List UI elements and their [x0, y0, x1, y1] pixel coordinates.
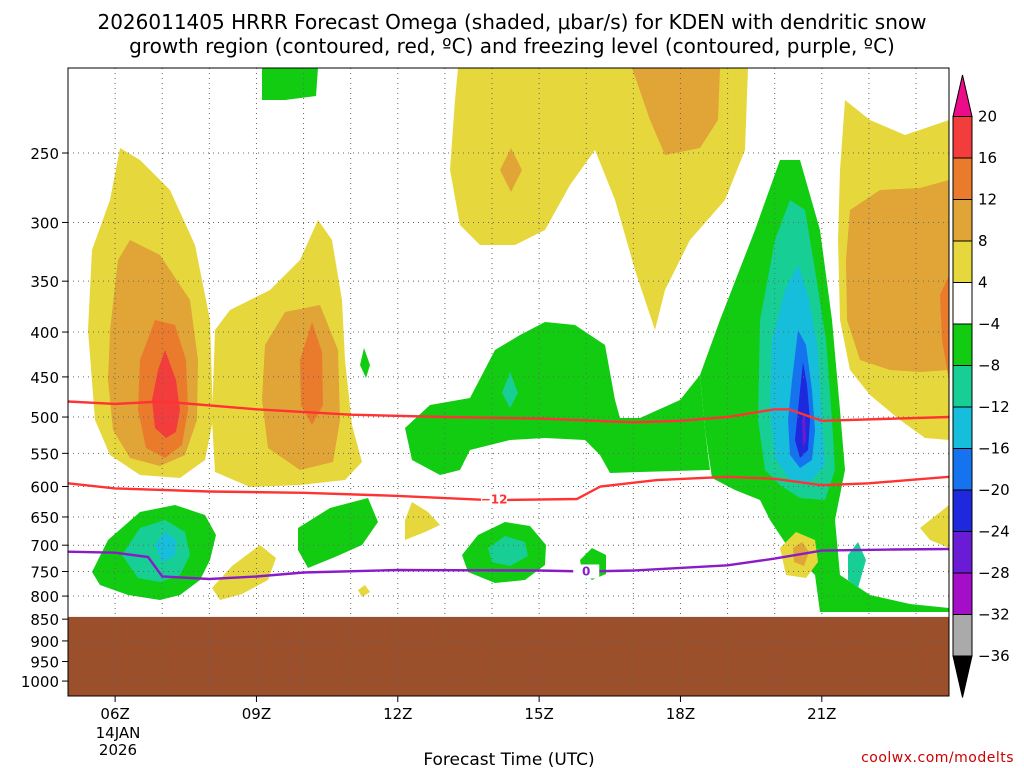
y-tick-label-550: 550 — [30, 445, 59, 463]
x-tick-label-18Z: 18Z — [666, 705, 695, 723]
omega-area-low-teal-14z — [488, 536, 528, 566]
y-tick-label-1000: 1000 — [21, 673, 59, 691]
colorbar-label-7: −12 — [978, 398, 1010, 416]
omega-area-low-green-10z — [298, 498, 378, 568]
x-tick-label-09Z: 09Z — [242, 705, 271, 723]
chart-title-line-2: growth region (contoured, red, ºC) and f… — [129, 34, 895, 58]
colorbar-label-4: 4 — [978, 274, 988, 292]
y-tick-label-800: 800 — [30, 588, 59, 606]
colorbar-label-10: −24 — [978, 523, 1010, 541]
x-tick-label-15Z: 15Z — [524, 705, 553, 723]
contour-label-bg-freezing-level — [573, 564, 600, 579]
colorbar-label-12: −32 — [978, 606, 1010, 624]
colorbar: 20 16 12 8 4 −4 −8 −12 −16 −20 −24 −28 −32 −36 — [952, 74, 1010, 698]
date-label-year: 2026 — [99, 741, 137, 759]
omega-area-small-green — [360, 348, 370, 378]
omega-area-low-yellow-09z — [212, 545, 276, 600]
colorbar-label-2: 12 — [978, 191, 997, 209]
contour-lines: −12 0 — [68, 400, 949, 581]
colorbar-swatch-13 — [952, 614, 973, 657]
omega-area-mid-green — [405, 322, 710, 475]
contour-label-freezing-level: 0 — [582, 564, 590, 578]
omega-area-right-gold — [846, 180, 949, 372]
y-tick-label-400: 400 — [30, 324, 59, 342]
y-axis: 250 300 350 400 450 500 550 600 650 700 750 800 850 9… — [21, 145, 68, 691]
x-axis-label: Forecast Time (UTC) — [423, 750, 594, 768]
contour-dgz-upper — [68, 400, 949, 424]
omega-area-upper-gold — [632, 68, 720, 155]
colorbar-swatch-10 — [952, 489, 973, 532]
omega-area-06z-red — [152, 350, 180, 438]
colorbar-swatch-2 — [952, 157, 973, 200]
colorbar-swatch-7 — [952, 365, 973, 408]
omega-area-right-orange — [940, 275, 949, 380]
contour-dgz-lower — [68, 475, 949, 502]
colorbar-label-13: −36 — [978, 647, 1010, 665]
colorbar-swatch-12 — [952, 572, 973, 615]
omega-area-low-teal-21z — [848, 542, 866, 588]
omega-area-20z-purple — [802, 415, 806, 448]
omega-area-mid-teal — [502, 372, 518, 408]
colorbar-label-6: −8 — [978, 357, 1000, 375]
y-tick-label-750: 750 — [30, 563, 59, 581]
y-tick-label-600: 600 — [30, 478, 59, 496]
omega-area-low-cyan-06z — [155, 532, 176, 562]
colorbar-swatch-5 — [952, 282, 973, 325]
colorbar-label-0: 20 — [978, 108, 997, 126]
colorbar-swatch-9 — [952, 448, 973, 491]
omega-area-top-green — [262, 68, 318, 100]
omega-area-low-yellow-dot — [358, 585, 370, 597]
colorbar-swatch-6 — [952, 323, 973, 366]
omega-shading — [68, 68, 949, 696]
y-tick-label-900: 900 — [30, 633, 59, 651]
y-tick-label-850: 850 — [30, 611, 59, 629]
x-tick-label-12Z: 12Z — [383, 705, 412, 723]
colorbar-swatch-11 — [952, 531, 973, 574]
x-axis: 06Z 09Z 12Z 15Z 18Z 21Z — [100, 696, 836, 723]
y-tick-label-250: 250 — [30, 145, 59, 163]
omega-area-upper-gold-small — [500, 148, 522, 192]
omega-area-20z-darkblue — [795, 362, 810, 458]
y-tick-label-350: 350 — [30, 273, 59, 291]
omega-area-09z-orange — [300, 322, 323, 425]
y-tick-label-700: 700 — [30, 537, 59, 555]
y-tick-label-500: 500 — [30, 409, 59, 427]
omega-area-low-yellow-12z — [405, 502, 440, 540]
credit-text: coolwx.com/modelts — [861, 750, 1014, 766]
colorbar-label-5: −4 — [978, 315, 1000, 333]
colorbar-bottom-arrow — [952, 655, 973, 698]
chart-title-line-1: 2026011405 HRRR Forecast Omega (shaded, … — [97, 10, 926, 34]
y-tick-label-950: 950 — [30, 654, 59, 672]
colorbar-swatch-3 — [952, 199, 973, 242]
omega-area-low-teal-06z — [122, 520, 190, 582]
contour-label-bg-dgz-lower — [481, 492, 508, 507]
colorbar-label-8: −16 — [978, 440, 1010, 458]
colorbar-label-9: −20 — [978, 481, 1010, 499]
y-tick-label-450: 450 — [30, 369, 59, 387]
plot-frame — [67, 67, 950, 697]
date-label-day: 14JAN — [96, 724, 141, 742]
colorbar-label-11: −28 — [978, 564, 1010, 582]
x-tick-label-06Z: 06Z — [100, 705, 129, 723]
below-ground-area — [68, 616, 949, 696]
contour-freezing-level — [68, 547, 949, 581]
omega-area-low-yellow-right — [920, 505, 949, 548]
colorbar-label-3: 8 — [978, 232, 988, 250]
y-tick-label-650: 650 — [30, 509, 59, 527]
colorbar-swatch-4 — [952, 240, 973, 283]
contour-label-dgz-lower: −12 — [481, 493, 508, 507]
x-tick-label-21Z: 21Z — [807, 705, 836, 723]
colorbar-swatch-1 — [952, 116, 973, 159]
y-tick-label-300: 300 — [30, 214, 59, 232]
colorbar-swatch-8 — [952, 406, 973, 449]
colorbar-top-arrow — [952, 74, 973, 117]
colorbar-label-1: 16 — [978, 149, 997, 167]
